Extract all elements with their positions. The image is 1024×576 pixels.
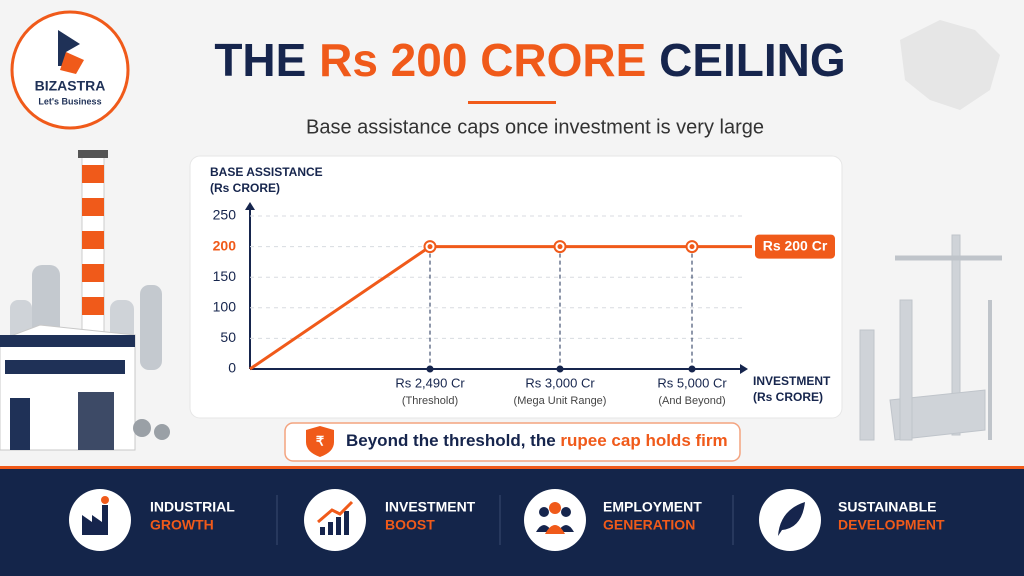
y-tick-label: 250 [213, 207, 237, 223]
title-part: CEILING [646, 34, 845, 86]
footer-rule [0, 466, 1024, 469]
y-axis-arrow [245, 202, 255, 210]
logo: BIZASTRA Let's Business [10, 10, 130, 130]
arrow-glyph [317, 500, 354, 524]
footer-line1: SUSTAINABLE [838, 499, 937, 515]
footer-icon [304, 489, 366, 551]
cap-label: Rs 200 Cr [763, 237, 828, 253]
smoke-glyph [101, 496, 109, 504]
factory-glyph [82, 505, 108, 535]
footer-line2: GENERATION [603, 517, 695, 533]
y-tick-label: 100 [213, 299, 237, 315]
people-glyph [545, 525, 565, 534]
y-axis-label: BASE ASSISTANCE [210, 165, 323, 179]
x-tick-note: (And Beyond) [658, 395, 725, 407]
x-axis-arrow [740, 364, 748, 374]
footer-line2: GROWTH [150, 517, 214, 533]
x-tick [556, 365, 564, 373]
title-part: THE [214, 34, 319, 86]
x-tick [688, 365, 696, 373]
rupee-glyph: ₹ [316, 433, 325, 448]
y-tick-label: 150 [213, 268, 237, 284]
title-underline [468, 101, 556, 104]
cap-label-box [755, 234, 835, 259]
footer-line1: INDUSTRIAL [150, 499, 235, 515]
footer-line2: DEVELOPMENT [838, 517, 945, 533]
banner-text: Beyond the threshold, the rupee cap hold… [346, 431, 728, 450]
x-tick-label: Rs 3,000 Cr [525, 375, 595, 390]
x-tick-note: (Mega Unit Range) [514, 395, 607, 407]
x-axis-label: INVESTMENT [753, 374, 831, 388]
y-axis-label: (Rs CRORE) [210, 181, 280, 195]
people-glyph [536, 507, 574, 532]
footer-line1: INVESTMENT [385, 499, 476, 515]
x-tick-label: Rs 2,490 Cr [395, 375, 465, 390]
banner-icon [306, 426, 334, 457]
footer-items: INDUSTRIAL GROWTH INVESTMENT BOOST EMPLOYMEN… [69, 489, 945, 551]
map-shape [900, 20, 1000, 110]
data-point-core [557, 244, 563, 250]
people-glyph [549, 502, 561, 514]
footer-line1: EMPLOYMENT [603, 499, 702, 515]
footer-line2: BOOST [385, 517, 435, 533]
factory-illustration [0, 150, 170, 451]
plot: 0 50 100 150 200 250 Rs 2,490 Cr (Threshold) Rs … [213, 202, 835, 407]
banner-part: Beyond the threshold, the [346, 431, 560, 450]
chart-card [189, 155, 843, 419]
title: THE Rs 200 CRORE CEILING [214, 34, 845, 86]
y-tick-label: 200 [213, 237, 237, 253]
data-point-core [427, 244, 433, 250]
y-tick-label: 50 [220, 329, 236, 345]
logo-tagline: Let's Business [38, 96, 101, 106]
x-tick-label: Rs 5,000 Cr [657, 375, 727, 390]
data-line [249, 245, 692, 371]
subtitle: Base assistance caps once investment is … [306, 116, 764, 138]
logo-name: BIZASTRA [35, 78, 106, 94]
banner [284, 422, 741, 462]
footer-icon [524, 489, 586, 551]
construction-illustration [859, 234, 1002, 441]
banner-highlight: rupee cap holds firm [560, 431, 727, 450]
data-point-core [689, 244, 695, 250]
bars-glyph [320, 511, 349, 535]
x-tick [426, 365, 434, 373]
x-axis-label: (Rs CRORE) [753, 390, 823, 404]
title-highlight: Rs 200 CRORE [319, 34, 646, 86]
leaf-glyph [778, 502, 805, 536]
footer-icon [69, 489, 131, 551]
y-tick-label: 0 [228, 360, 236, 376]
footer [0, 468, 1024, 576]
x-tick-note: (Threshold) [402, 395, 458, 407]
